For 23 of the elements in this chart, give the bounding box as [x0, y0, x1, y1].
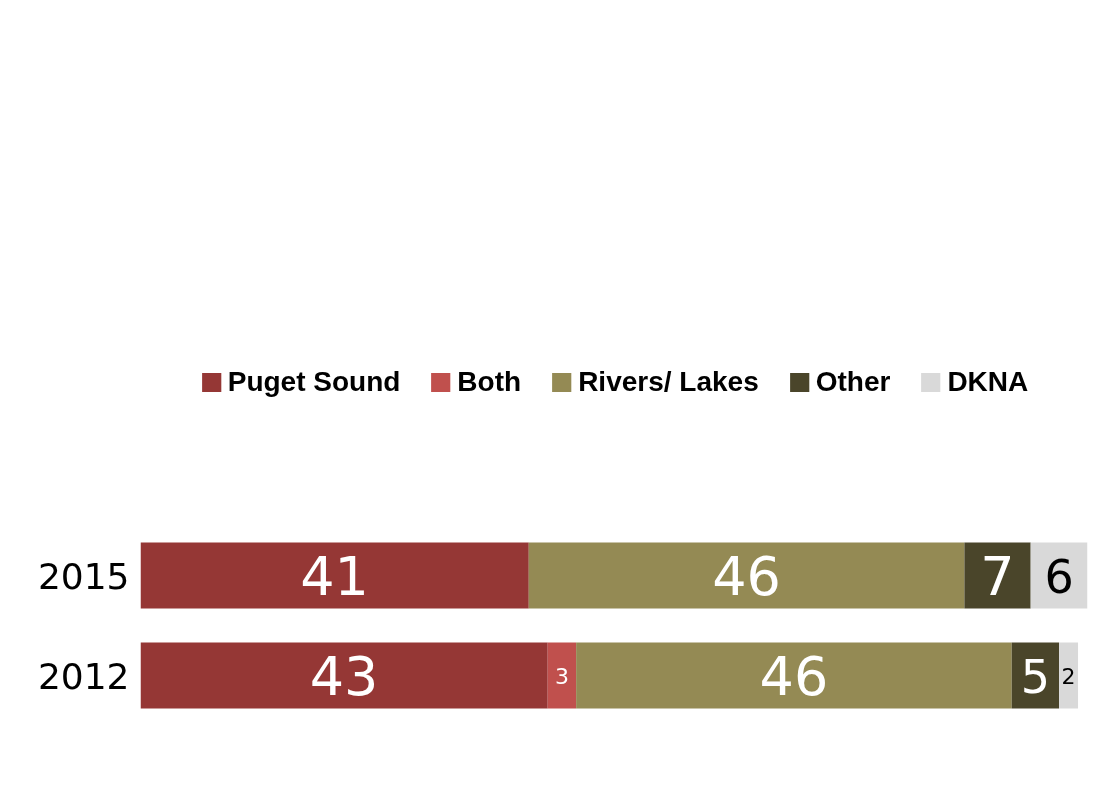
bar [1059, 642, 1079, 709]
data-label: 43 [309, 645, 379, 708]
bar [140, 642, 548, 709]
data-label: 7 [980, 545, 1015, 608]
bar [140, 542, 529, 609]
legend-label: DKNA [947, 366, 1029, 398]
legend-label: Other [815, 366, 891, 398]
data-label: 6 [1044, 549, 1074, 604]
data-label: 41 [300, 545, 369, 608]
legend-label: Puget Sound [227, 366, 401, 398]
data-label: 46 [759, 645, 829, 708]
legend-label: Rivers/ Lakes [578, 366, 759, 398]
data-label: 3 [554, 663, 569, 689]
bar [964, 542, 1031, 609]
y-tick-label: 2015 [37, 555, 130, 597]
bar [547, 642, 577, 709]
data-label: 46 [712, 545, 781, 608]
legend-label: Both [457, 366, 522, 398]
y-tick-label: 2012 [37, 655, 130, 697]
data-label: 2 [1061, 663, 1076, 689]
bar [576, 642, 1012, 709]
bar [528, 542, 965, 609]
data-label: 5 [1020, 649, 1051, 704]
